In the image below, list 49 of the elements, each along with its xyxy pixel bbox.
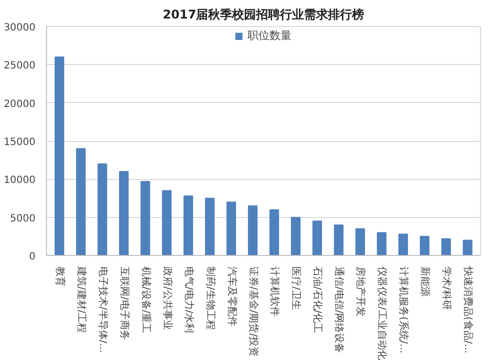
x-tick-label: 房地产开发 xyxy=(354,266,367,316)
y-tick-label: 0 xyxy=(29,252,36,262)
x-tick-label: 证券/基金/期货/投资 xyxy=(247,266,260,357)
y-tick-label: 25000 xyxy=(4,60,36,72)
y-tick-label: 30000 xyxy=(4,22,36,34)
y-tick-label: 10000 xyxy=(4,175,36,186)
x-tick-label: 石油/石化/化工 xyxy=(312,266,324,334)
y-tick-label: 5000 xyxy=(10,213,36,224)
bar xyxy=(162,190,172,256)
bar xyxy=(420,236,430,256)
x-tick-label: 电子技术/半导体/... xyxy=(96,266,109,353)
x-tick-label: 快速消费品(食品/... xyxy=(462,266,474,354)
x-tick-label: 建筑/建材/工程 xyxy=(75,266,88,334)
legend-label: 职位数量 xyxy=(248,28,292,43)
bar xyxy=(76,148,86,256)
x-tick-label: 计算机服务(系统/... xyxy=(398,266,410,354)
x-tick-label: 互联网/电子商务 xyxy=(118,266,130,340)
bar xyxy=(441,238,451,256)
x-tick-label: 通信/电信/网络设备 xyxy=(333,266,346,354)
bar xyxy=(269,209,280,256)
x-tick-label: 汽车及零配件 xyxy=(226,266,238,326)
bar xyxy=(226,202,236,256)
x-tick-label: 政府/公共事业 xyxy=(161,266,174,330)
x-tick-label: 学术/科研 xyxy=(440,266,453,310)
bar xyxy=(204,198,215,256)
bar xyxy=(248,205,258,256)
bar xyxy=(119,171,129,256)
bar xyxy=(312,220,322,256)
x-tick-label: 计算机软件 xyxy=(268,266,281,316)
x-tick-label: 教育 xyxy=(54,266,66,286)
bar xyxy=(98,163,108,256)
bar xyxy=(54,56,64,256)
bar xyxy=(290,216,301,256)
x-tick-label: 仪器仪表/工业自动化 xyxy=(376,266,388,360)
bar xyxy=(140,180,150,256)
bar xyxy=(184,195,194,256)
y-tick-label: 15000 xyxy=(4,137,36,148)
x-tick-label: 新能源 xyxy=(419,266,432,296)
bar xyxy=(355,228,365,256)
x-tick-label: 机械/设备/重工 xyxy=(140,266,152,334)
bar xyxy=(462,240,472,256)
x-tick-label: 电气/电力/水利 xyxy=(182,266,195,334)
chart-title: 2017届秋季校园招聘行业需求排行榜 xyxy=(162,8,364,22)
x-tick-label: 制药/生物工程 xyxy=(204,266,216,330)
x-tick-label: 医疗/卫生 xyxy=(290,266,302,310)
bar xyxy=(398,234,408,256)
bar xyxy=(376,232,386,256)
bar xyxy=(334,224,344,256)
y-tick-label: 20000 xyxy=(4,98,36,110)
